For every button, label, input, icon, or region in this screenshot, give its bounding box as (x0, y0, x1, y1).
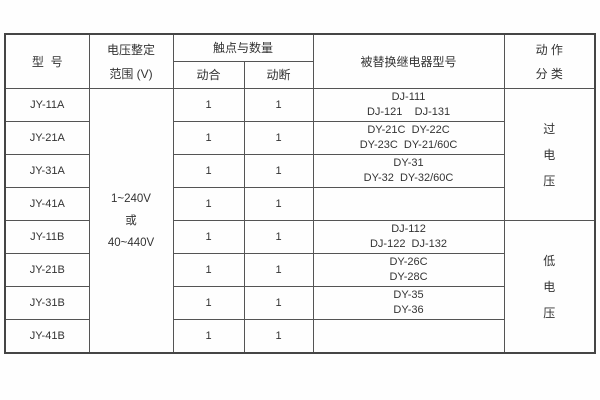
replaced-relay-line1: DJ-112 (391, 223, 426, 235)
table-row: JY-11A 1~240V 或 40~440V 1 1 DJ-111 DJ-12… (4, 88, 596, 354)
table-row: JY-21A 1 1 DY-21C DY-22C DY-23C DY-21/60… (4, 121, 595, 155)
replaced-relay-line2: DY-36 (393, 304, 424, 316)
no-count-cell: 1 (172, 121, 245, 155)
header-voltage-line2: 范围 (V) (109, 66, 153, 81)
header-contacts-label: 触点与数量 (213, 41, 274, 55)
voltage-range-line1: 1~240V (111, 192, 151, 205)
voltage-range-line3: 40~440V (107, 236, 155, 249)
model-cell: JY-21B (4, 253, 90, 287)
model-cell: JY-31A (4, 154, 90, 188)
model-cell: JY-31B (4, 286, 90, 320)
action-over-char1: 过 (543, 121, 556, 136)
replaced-relay-cell: DY-21C DY-22C DY-23C DY-21/60C (312, 121, 505, 155)
header-normally-open-label: 动合 (196, 68, 221, 82)
model-cell: JY-41B (4, 319, 90, 354)
nc-count-cell: 1 (243, 121, 314, 155)
no-count-cell: 1 (172, 286, 245, 320)
action-overvoltage-cell: 过 电 压 (503, 88, 596, 221)
replaced-relay-cell (312, 187, 505, 221)
replaced-relay-line1: DJ-111 (391, 91, 426, 103)
no-count-cell: 1 (172, 187, 245, 221)
header-normally-closed-label: 动断 (266, 68, 291, 82)
header-normally-closed: 动断 (243, 61, 314, 89)
replaced-relay-line2: DY-28C (389, 271, 428, 283)
no-count-cell: 1 (172, 319, 245, 354)
header-contacts-quantity: 触点与数量 (172, 33, 314, 62)
no-count-cell: 1 (172, 253, 245, 287)
nc-count-cell: 1 (243, 88, 314, 122)
action-over-char3: 压 (543, 173, 556, 188)
action-under-char2: 电 (543, 279, 556, 294)
action-over-char2: 电 (543, 147, 556, 162)
replaced-relay-cell (312, 319, 505, 354)
model-cell: JY-21A (4, 121, 90, 155)
header-replaced-relay-label: 被替换继电器型号 (360, 54, 457, 69)
nc-count-cell: 1 (243, 319, 314, 354)
action-undervoltage-cell: 低 电 压 (503, 220, 596, 354)
action-under-char3: 压 (543, 305, 556, 320)
nc-count-cell: 1 (243, 187, 314, 221)
replaced-relay-cell: DY-26C DY-28C (312, 253, 505, 287)
no-count-cell: 1 (172, 154, 245, 188)
replaced-relay-cell: DJ-111 DJ-121 DJ-131 (312, 88, 505, 122)
header-normally-open: 动合 (172, 61, 245, 89)
replaced-relay-line1: DY-35 (393, 289, 424, 301)
replaced-relay-cell: DY-31 DY-32 DY-32/60C (312, 154, 505, 188)
table-row: JY-41A 1 1 (4, 187, 595, 221)
replaced-relay-line1: DY-31 (393, 157, 424, 169)
replaced-relay-line2: DJ-122 DJ-132 (369, 238, 448, 250)
table-row: JY-31B 1 1 DY-35 DY-36 (4, 286, 595, 320)
replaced-relay-line2: DY-32 DY-32/60C (363, 172, 454, 184)
table-row: JY-41B 1 1 (4, 319, 595, 354)
no-count-cell: 1 (172, 88, 245, 122)
header-voltage-range: 电压整定 范围 (V) (88, 33, 174, 89)
replaced-relay-line1: DY-21C DY-22C (367, 124, 450, 136)
header-replaced-relay: 被替换继电器型号 (312, 33, 505, 89)
header-action-class: 动 作 分 类 (503, 33, 596, 89)
header-voltage-line1: 电压整定 (106, 42, 155, 57)
table-row: JY-11B 1 1 DJ-112 DJ-122 DJ-132 低 电 压 (4, 220, 596, 354)
replaced-relay-line2: DJ-121 DJ-131 (366, 106, 451, 118)
voltage-range-cell: 1~240V 或 40~440V (88, 88, 174, 354)
nc-count-cell: 1 (243, 253, 314, 287)
voltage-range-line2: 或 (125, 214, 137, 227)
header-action-line1: 动 作 (535, 42, 563, 57)
model-cell: JY-41A (4, 187, 90, 221)
replaced-relay-line1: DY-26C (389, 256, 428, 268)
nc-count-cell: 1 (243, 220, 314, 254)
header-action-line2: 分 类 (535, 66, 563, 81)
table-row: JY-21B 1 1 DY-26C DY-28C (4, 253, 595, 287)
model-cell: JY-11B (4, 220, 90, 254)
replaced-relay-line2: DY-23C DY-21/60C (359, 139, 458, 151)
nc-count-cell: 1 (243, 154, 314, 188)
header-model-label: 型 号 (31, 54, 63, 69)
model-cell: JY-11A (4, 88, 90, 122)
nc-count-cell: 1 (243, 286, 314, 320)
relay-spec-table: 型 号 电压整定 范围 (V) 触点与数量 被替换继电器型号 动 作 分 类 (4, 33, 597, 354)
header-model: 型 号 (4, 33, 90, 89)
replaced-relay-cell: DY-35 DY-36 (312, 286, 505, 320)
no-count-cell: 1 (172, 220, 245, 254)
action-under-char1: 低 (543, 253, 556, 268)
replaced-relay-cell: DJ-112 DJ-122 DJ-132 (312, 220, 505, 254)
